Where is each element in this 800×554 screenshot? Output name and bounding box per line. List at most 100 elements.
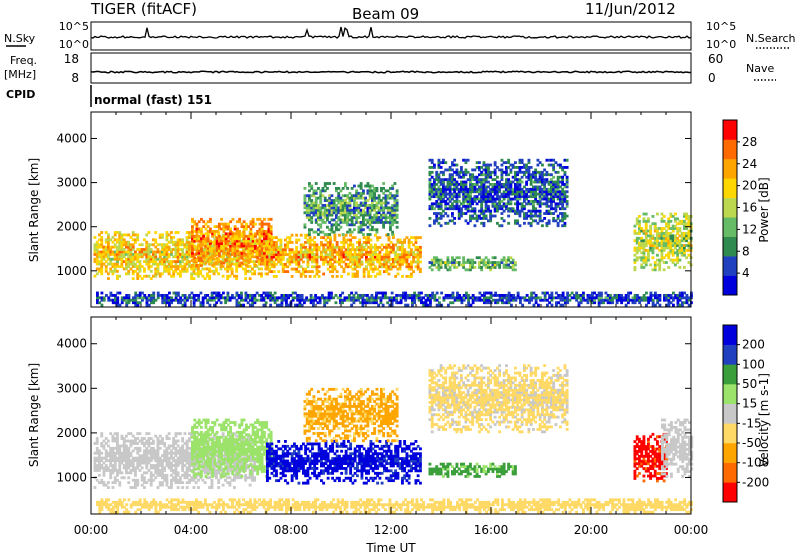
cpid-panel: CPID normal (fast) 151 (6, 85, 212, 107)
heatmap-cell (361, 294, 365, 297)
heatmap-cell (265, 232, 269, 236)
heatmap-cell (102, 296, 106, 300)
heatmap-cell (315, 262, 319, 266)
heatmap-cell (251, 272, 254, 276)
heatmap-cell (238, 242, 242, 245)
heatmap-cell (536, 185, 540, 189)
heatmap-cell (457, 187, 461, 191)
heatmap-cell (373, 218, 377, 222)
heatmap-cell (376, 272, 380, 276)
heatmap-cell (201, 303, 205, 307)
heatmap-cell (491, 263, 495, 267)
heatmap-cell (371, 196, 374, 200)
heatmap-cell (469, 175, 472, 179)
heatmap-cell (538, 161, 542, 165)
heatmap-cell (282, 298, 286, 302)
heatmap-cell (385, 260, 389, 264)
heatmap-cell (356, 245, 359, 249)
heatmap-cell (217, 260, 221, 264)
heatmap-cell (538, 175, 542, 179)
heatmap-cell (557, 301, 561, 305)
heatmap-cell (222, 222, 226, 226)
heatmap-cell (371, 221, 374, 224)
heatmap-cell (437, 266, 441, 269)
heatmap-cell (644, 258, 648, 262)
heatmap-cell (559, 219, 562, 223)
heatmap-cell (353, 258, 357, 261)
heatmap-cell (335, 213, 338, 217)
heatmap-cell (651, 222, 655, 226)
heatmap-cell (511, 180, 515, 184)
heatmap-cell (387, 243, 391, 247)
heatmap-cell (271, 296, 275, 300)
heatmap-cell (507, 291, 511, 295)
heatmap-cell (460, 170, 463, 174)
heatmap-cell (366, 184, 370, 188)
heatmap-cell (321, 230, 325, 234)
heatmap-cell (473, 266, 477, 269)
heatmap-cell (197, 237, 201, 241)
heatmap-cell (505, 168, 508, 172)
heatmap-cell (680, 236, 684, 240)
heatmap-cell (570, 291, 574, 295)
heatmap-cell (391, 221, 395, 224)
heatmap-cell (647, 229, 650, 233)
heatmap-cell (518, 195, 522, 199)
heatmap-cell (152, 298, 156, 302)
heatmap-cell (419, 250, 422, 254)
heatmap-cell (518, 209, 522, 213)
heatmap-cell (514, 268, 517, 272)
heatmap-cell (604, 296, 608, 300)
heatmap-cell (325, 296, 329, 300)
heatmap-cell (255, 265, 259, 268)
heatmap-cell (163, 257, 167, 261)
heatmap-cell (356, 258, 359, 261)
heatmap-cell (279, 260, 283, 264)
heatmap-cell (152, 291, 156, 295)
heatmap-cell (597, 291, 601, 295)
heatmap-cell (471, 209, 475, 213)
heatmap-cell (347, 243, 350, 247)
heatmap-cell (304, 250, 308, 254)
heatmap-cell (156, 262, 160, 266)
heatmap-cell (505, 202, 508, 206)
heatmap-cell (547, 197, 551, 201)
heatmap-cell (518, 168, 522, 172)
heatmap-cell (482, 161, 486, 165)
heatmap-cell (638, 301, 642, 305)
heatmap-cell (371, 189, 374, 193)
heatmap-cell (380, 201, 383, 205)
heatmap-cell (362, 218, 365, 222)
heatmap-cell (320, 243, 323, 247)
heatmap-cell (275, 241, 278, 244)
heatmap-cell (525, 212, 529, 215)
heatmap-cell (401, 253, 404, 257)
heatmap-cell (299, 255, 303, 259)
heatmap-cell (208, 269, 212, 273)
heatmap-cell (429, 298, 432, 302)
heatmap-cell (328, 199, 332, 202)
heatmap-cell (231, 234, 235, 238)
heatmap-cell (687, 236, 691, 240)
heatmap-cell (462, 298, 466, 302)
heatmap-cell (439, 195, 443, 199)
heatmap-cell (485, 291, 489, 295)
heatmap-cell (518, 197, 522, 201)
heatmap-cell (419, 260, 422, 264)
heatmap-cell (332, 208, 336, 212)
heatmap-cell (514, 261, 517, 264)
heatmap-cell (389, 245, 393, 249)
heatmap-cell (442, 261, 445, 264)
heatmap-cell (191, 234, 194, 238)
heatmap-cell (305, 216, 309, 219)
heatmap-cell (552, 175, 556, 179)
heatmap-cell (395, 298, 399, 302)
heatmap-cell (156, 269, 160, 273)
heatmap-cell (152, 243, 155, 247)
heatmap-cell (683, 244, 686, 247)
heatmap-cell (676, 303, 680, 307)
heatmap-cell (561, 219, 565, 223)
nsky-series (90, 26, 692, 39)
heatmap-cell (269, 296, 273, 300)
heatmap-cell (179, 296, 183, 300)
